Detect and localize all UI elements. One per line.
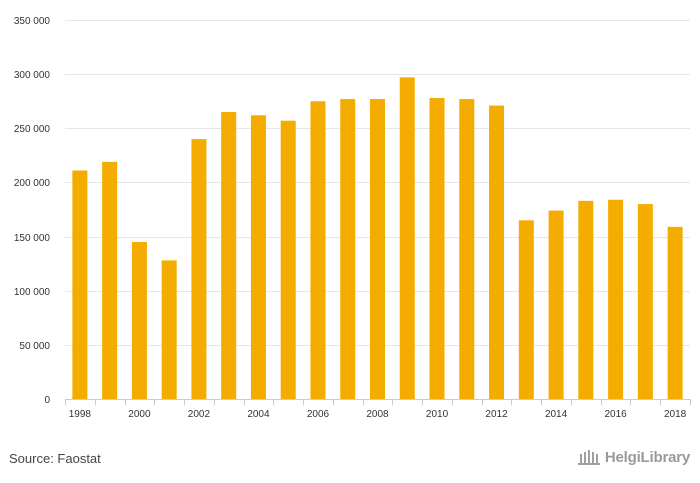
- bar-2015: [578, 200, 594, 399]
- logo-text: HelgiLibrary: [604, 448, 690, 466]
- y-tick-label: 0: [44, 395, 50, 406]
- bar-2017: [637, 204, 653, 399]
- bar-2002: [191, 139, 207, 399]
- bar-2018: [667, 226, 683, 399]
- bars: [72, 77, 683, 400]
- y-tick-label: 50 000: [19, 341, 50, 352]
- bar-2007: [340, 99, 356, 399]
- x-tick-label: 2000: [128, 409, 151, 420]
- bar-2001: [161, 260, 177, 399]
- x-tick-label: 2018: [664, 409, 687, 420]
- source-label: Source: Faostat: [9, 451, 101, 466]
- y-tick-label: 100 000: [14, 287, 51, 298]
- bar-2014: [548, 210, 564, 399]
- x-tick-label: 2014: [545, 409, 568, 420]
- bar-2005: [280, 120, 296, 399]
- y-tick-label: 300 000: [14, 70, 51, 81]
- x-tick-label: 2008: [366, 409, 389, 420]
- library-building-icon: [577, 450, 600, 465]
- bar-2003: [221, 112, 237, 400]
- bar-2008: [370, 99, 385, 399]
- x-tick-label: 2002: [188, 409, 211, 420]
- x-tick-label: 2016: [604, 409, 627, 420]
- y-tick-label: 200 000: [14, 178, 51, 189]
- bar-2006: [310, 101, 326, 399]
- bar-2012: [489, 105, 505, 399]
- x-tick-label: 1998: [69, 409, 92, 420]
- bar-chart: 0 50 000 100 000 150 000 200 000 250 000 300 0…: [14, 16, 691, 420]
- bar-2011: [459, 99, 475, 399]
- bar-2004: [250, 115, 266, 399]
- x-tick-label: 2004: [247, 409, 270, 420]
- helgilibrary-logo: HelgiLibrary: [577, 448, 690, 466]
- bar-1998: [72, 170, 88, 399]
- bar-2013: [518, 220, 534, 399]
- bar-1999: [102, 161, 118, 399]
- y-tick-label: 350 000: [14, 16, 51, 27]
- bar-2000: [131, 241, 147, 399]
- x-tick-label: 2010: [426, 409, 449, 420]
- bar-2016: [608, 199, 624, 399]
- bar-2009: [399, 77, 415, 400]
- x-tick-label: 2006: [307, 409, 330, 420]
- x-tick-label: 2012: [485, 409, 508, 420]
- bar-2010: [429, 97, 445, 400]
- x-axis-labels: 1998 2000 2002 2004 2006 2008 2010 2012 2014 2016…: [69, 409, 687, 420]
- y-tick-label: 250 000: [14, 124, 51, 135]
- x-axis-ticks: [65, 399, 691, 405]
- y-tick-label: 150 000: [14, 233, 51, 244]
- y-axis-labels: 0 50 000 100 000 150 000 200 000 250 000 300 0…: [14, 16, 51, 406]
